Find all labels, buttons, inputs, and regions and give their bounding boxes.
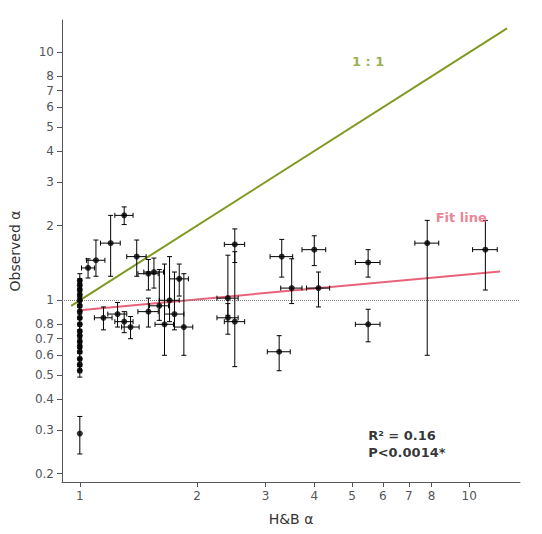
svg-text:1: 1: [76, 489, 84, 503]
svg-text:4: 4: [46, 144, 54, 158]
svg-text:1 : 1: 1 : 1: [352, 54, 384, 69]
svg-text:0.3: 0.3: [35, 423, 54, 437]
svg-text:1: 1: [46, 293, 54, 307]
svg-text:5: 5: [348, 489, 356, 503]
svg-text:P<0.0014*: P<0.0014*: [368, 445, 446, 460]
svg-text:Fit line: Fit line: [436, 210, 487, 225]
svg-text:3: 3: [46, 175, 54, 189]
svg-text:10: 10: [39, 45, 54, 59]
svg-text:7: 7: [46, 84, 54, 98]
svg-text:2: 2: [193, 489, 201, 503]
svg-text:8: 8: [428, 489, 436, 503]
svg-text:10: 10: [462, 489, 477, 503]
svg-text:0.6: 0.6: [35, 348, 54, 362]
svg-text:H&B α: H&B α: [269, 511, 314, 527]
svg-text:0.2: 0.2: [35, 467, 54, 481]
svg-text:7: 7: [405, 489, 413, 503]
svg-text:R² = 0.16: R² = 0.16: [368, 428, 436, 443]
svg-text:6: 6: [379, 489, 387, 503]
svg-text:Observed α: Observed α: [7, 210, 23, 291]
svg-text:6: 6: [46, 100, 54, 114]
svg-text:3: 3: [262, 489, 270, 503]
svg-text:4: 4: [310, 489, 318, 503]
svg-text:0.8: 0.8: [35, 317, 54, 331]
svg-text:0.7: 0.7: [35, 332, 54, 346]
svg-text:8: 8: [46, 69, 54, 83]
svg-text:5: 5: [46, 120, 54, 134]
svg-text:0.4: 0.4: [35, 392, 54, 406]
svg-text:0.5: 0.5: [35, 368, 54, 382]
svg-text:2: 2: [46, 219, 54, 233]
